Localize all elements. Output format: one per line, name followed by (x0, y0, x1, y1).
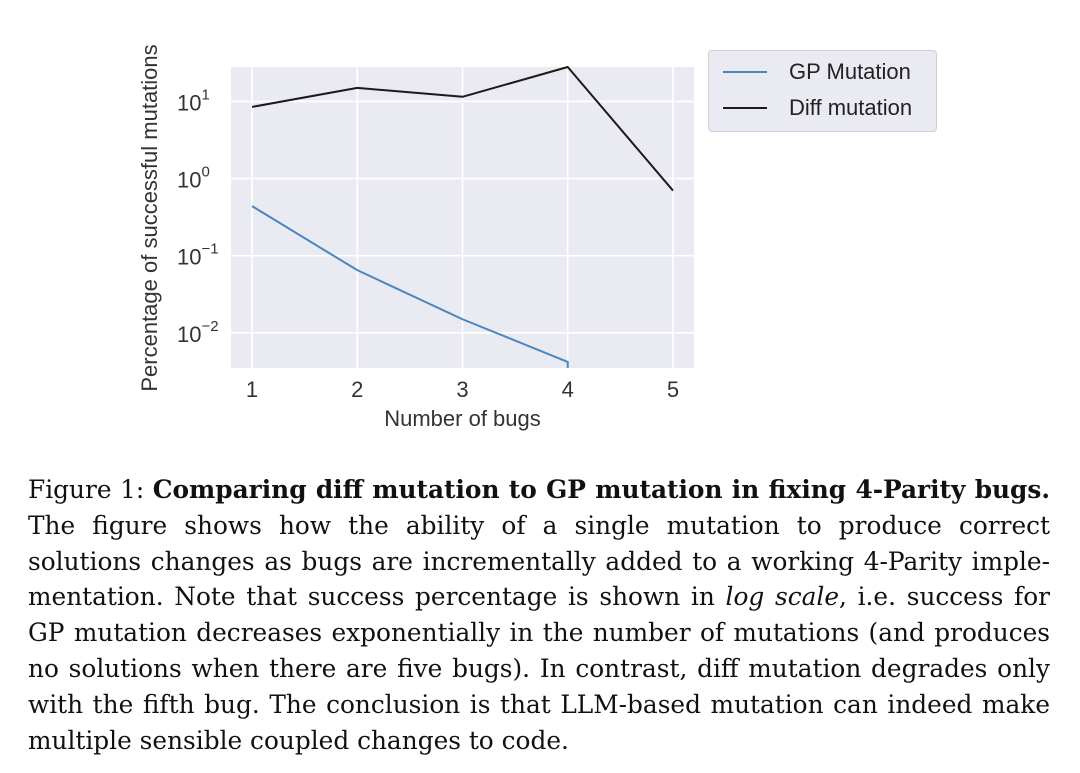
series-line-gp-mutation (251, 205, 569, 368)
x-tick-label: 4 (562, 377, 574, 402)
y-tick-label: 101 (177, 86, 210, 115)
caption-italic: log scale (725, 582, 840, 612)
legend-item-gp: GP Mutation (723, 57, 911, 87)
x-tick-label: 1 (246, 377, 258, 402)
legend-item-diff: Diff mutation (723, 93, 912, 123)
figure: 1 2 3 4 5 101 100 10−1 10−2 Number of bugs Percent… (137, 44, 937, 431)
y-tick-label: 100 (177, 164, 210, 193)
x-tick-label: 5 (667, 377, 679, 402)
y-tick-label: 10−1 (177, 241, 219, 270)
caption-text-end: , i.e. success for GP mutation decreases… (28, 582, 1050, 755)
x-tick-label: 2 (351, 377, 363, 402)
y-tick-label: 10−2 (177, 318, 219, 347)
caption-title: Comparing diff mutation to GP mutation i… (152, 475, 1050, 504)
legend-swatch-gp (723, 71, 767, 73)
caption-label: Figure 1: (28, 475, 145, 504)
x-axis-label: Number of bugs (384, 406, 541, 431)
line-chart: 1 2 3 4 5 101 100 10−1 10−2 Number of bugs Percent… (137, 44, 694, 431)
series-line-diff-mutation (251, 66, 674, 192)
legend-swatch-diff (723, 107, 767, 109)
figure-caption: Figure 1: Comparing diff mutation to GP … (28, 472, 1050, 758)
y-axis-label: Percentage of successful mutations (137, 44, 162, 391)
caption-text: The figure shows how the ability of a si… (28, 510, 1050, 612)
legend-label-diff: Diff mutation (789, 95, 913, 120)
legend-label-gp: GP Mutation (789, 59, 911, 84)
legend: GP Mutation Diff mutation (708, 50, 937, 132)
x-tick-label: 3 (456, 377, 468, 402)
